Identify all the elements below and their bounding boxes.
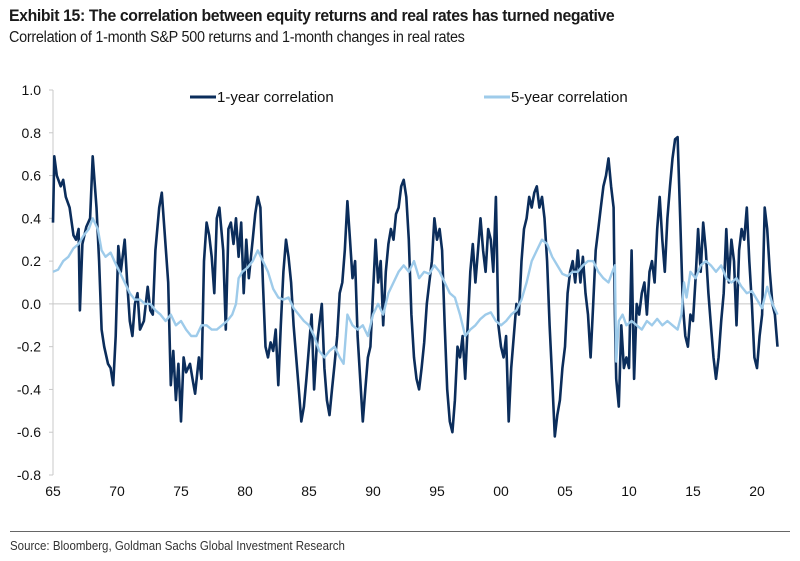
y-tick-label: -0.4	[17, 381, 41, 397]
chart-title: Exhibit 15: The correlation between equi…	[9, 6, 615, 25]
x-tick-label: 95	[429, 483, 445, 499]
source-note: Source: Bloomberg, Goldman Sachs Global …	[10, 539, 345, 553]
y-tick-label: -0.8	[17, 467, 41, 483]
series-line-1-year	[51, 135, 779, 438]
y-tick-label: 0.4	[22, 210, 42, 226]
y-tick-label: 0.8	[22, 125, 42, 141]
axes: 1.0 0.8 0.6 0.4 0.2 0.0 -0.2 -0.4 -0.6 -0.865 70 75…	[17, 82, 775, 499]
source-divider	[10, 531, 790, 532]
legend: 1-year correlation 5-year correlation	[190, 89, 628, 106]
x-tick-label: 65	[45, 483, 61, 499]
x-tick-label: 80	[237, 483, 253, 499]
x-tick-label: 75	[173, 483, 189, 499]
chart-subtitle: Correlation of 1-month S&P 500 returns a…	[9, 29, 465, 46]
x-tick-label: 10	[621, 483, 637, 499]
x-tick-label: 00	[493, 483, 509, 499]
y-tick-label: 0.0	[22, 296, 42, 312]
y-tick-label: 0.6	[22, 168, 42, 184]
x-tick-label: 05	[557, 483, 573, 499]
x-tick-label: 70	[109, 483, 125, 499]
y-tick-label: -0.6	[17, 424, 41, 440]
plot-area	[51, 135, 779, 438]
y-tick-label: 1.0	[22, 82, 42, 98]
y-tick-label: -0.2	[17, 339, 41, 355]
legend-label-1-year: 1-year correlation	[217, 89, 334, 106]
legend-label-5-year: 5-year correlation	[511, 89, 628, 106]
x-tick-label: 20	[749, 483, 765, 499]
series-line-5-year	[52, 217, 779, 365]
x-tick-label: 85	[301, 483, 317, 499]
x-tick-label: 15	[685, 483, 701, 499]
x-tick-label: 90	[365, 483, 381, 499]
line-chart: 1.0 0.8 0.6 0.4 0.2 0.0 -0.2 -0.4 -0.6 -0.865 70 75…	[17, 82, 779, 499]
y-tick-label: 0.2	[22, 253, 42, 269]
